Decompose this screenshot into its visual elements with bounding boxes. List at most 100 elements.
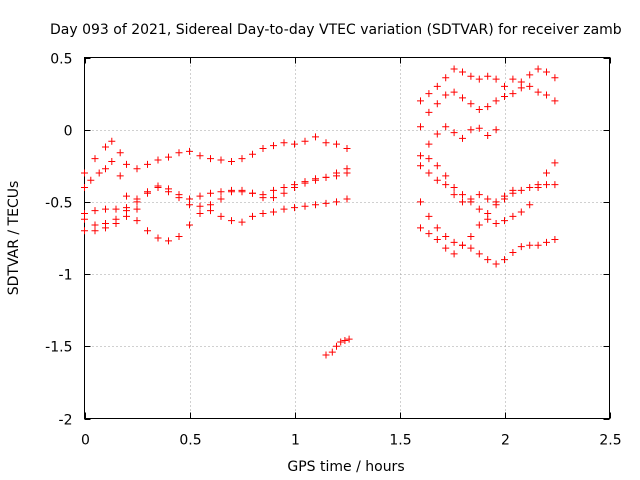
data-point [459,198,466,206]
data-point [433,130,441,138]
data-point [492,75,500,83]
data-point [475,75,483,83]
data-point [238,218,246,226]
data-point [87,176,95,184]
data-point [91,227,99,235]
data-point [450,250,458,258]
data-point [450,65,458,73]
series-trace-l [417,181,559,258]
data-point [207,155,214,163]
y-tick-label: 0 [64,124,73,140]
series-trace-f [322,335,353,359]
data-point [123,207,130,215]
data-point [133,217,141,225]
data-point [333,198,340,206]
data-point [526,71,534,79]
data-point [450,183,458,191]
data-point [475,250,483,258]
data-point [238,155,246,163]
data-point [551,159,559,167]
data-point [207,201,214,209]
data-point [534,241,542,249]
data-point [341,337,349,345]
data-point [116,149,124,157]
data-point [534,181,542,189]
data-point [417,123,424,131]
data-point [259,194,267,202]
data-point [102,165,109,173]
data-point [280,205,288,213]
data-point [301,137,309,145]
data-point [433,224,441,232]
data-point [91,155,99,163]
data-point [108,157,116,165]
data-point [175,194,183,202]
data-point [459,241,466,249]
data-point [475,191,483,199]
y-tick-label: -1 [59,268,73,284]
data-point [526,201,534,209]
data-point [501,82,508,90]
data-point [301,179,309,187]
data-point [526,82,534,90]
data-point [186,201,193,209]
data-point [501,217,508,225]
data-point [249,189,256,197]
data-point [175,149,183,157]
data-point [484,72,492,80]
series-trace-e [81,157,141,213]
data-point [207,189,214,197]
data-point [492,220,500,228]
data-point [133,165,141,173]
data-point [280,189,288,197]
data-point [551,97,559,105]
data-point [509,186,517,194]
data-point [551,181,559,189]
data-point [228,188,235,196]
data-point [175,233,183,241]
data-point [322,351,330,359]
data-point [91,207,99,215]
data-point [217,188,225,196]
data-point [442,123,450,131]
data-point [509,248,517,256]
data-point [417,224,424,232]
data-point [467,126,475,134]
data-point [543,181,550,189]
x-tick-label: 2 [501,433,510,449]
x-tick-label: 1 [291,433,300,449]
data-point [312,133,319,141]
series-trace-a [81,133,351,177]
data-point [484,256,492,264]
data-point [417,97,424,105]
data-point [442,244,450,252]
y-axis-label: SDTVAR / TECUs [6,181,22,296]
data-point [551,235,559,243]
data-point [196,152,204,160]
data-point [186,147,193,155]
data-point [123,192,130,200]
data-point [81,183,88,191]
data-point [154,183,162,191]
data-point [509,75,517,83]
gridlines [84,57,610,419]
x-tick-label: 0.5 [179,433,201,449]
data-point [459,134,466,142]
data-point [475,205,483,213]
data-point [196,192,204,200]
data-point [259,144,267,152]
data-point [425,212,433,220]
data-point [291,140,298,148]
data-point [425,169,433,177]
data-point [517,186,525,194]
x-tick-label: 2.5 [599,433,621,449]
data-point [228,157,235,165]
data-point [238,186,246,194]
data-point [501,256,508,264]
data-point [291,204,298,212]
data-point [217,195,225,203]
data-point [475,105,483,113]
data-point [112,205,120,213]
data-point [433,82,441,90]
